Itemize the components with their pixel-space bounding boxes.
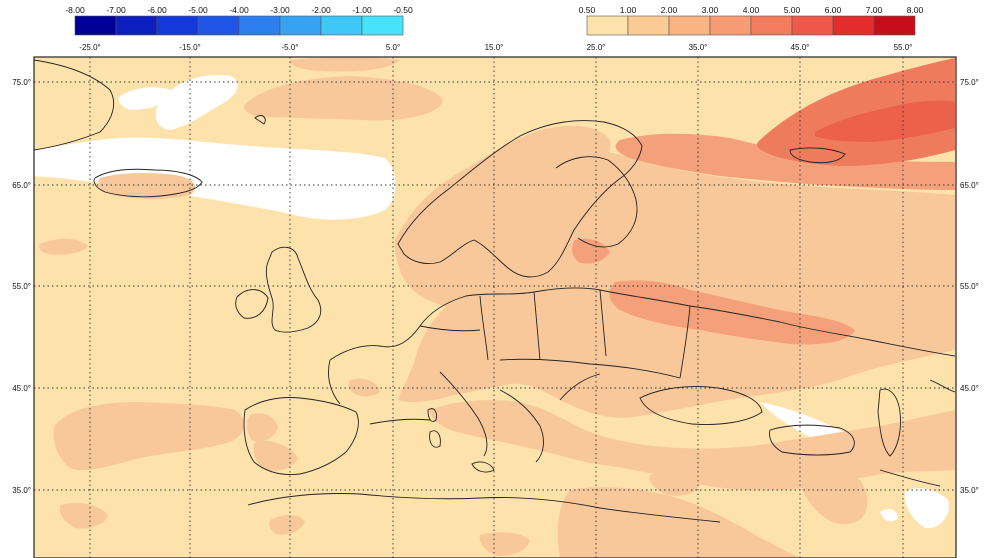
latitude-labels-right: 75.0° 65.0° 55.0° 45.0° 35.0°	[960, 78, 979, 495]
longitude-tick-label: 15.0°	[485, 43, 504, 52]
negative-legend-swatch	[74, 15, 117, 36]
positive-legend-label: 4.00	[743, 5, 760, 15]
map-area	[34, 57, 956, 558]
positive-legend-swatch	[791, 15, 834, 36]
longitude-tick-label: 45.0°	[791, 43, 810, 52]
latitude-tick-label: 35.0°	[960, 486, 979, 495]
negative-legend-swatch	[115, 15, 158, 36]
negative-legend-label: -3.00	[270, 5, 290, 15]
positive-legend-swatch	[668, 15, 711, 36]
latitude-tick-label: 65.0°	[12, 181, 31, 190]
positive-legend-label: 0.50	[579, 5, 596, 15]
negative-legend-swatch	[197, 15, 240, 36]
negative-legend-label: -1.00	[352, 5, 372, 15]
positive-legend-label: 7.00	[866, 5, 883, 15]
positive-legend-label: 3.00	[702, 5, 719, 15]
positive-legend-swatch	[873, 15, 916, 36]
coastlines-borders	[34, 59, 956, 523]
latitude-tick-label: 75.0°	[960, 78, 979, 87]
map-frame	[33, 56, 957, 558]
positive-legend-swatch	[750, 15, 793, 36]
longitude-labels: -25.0° -15.0° -5.0° 5.0° 15.0° 25.0° 35.0° 45.0…	[79, 43, 912, 52]
negative-legend-label: -2.00	[311, 5, 331, 15]
negative-legend-label: -4.00	[229, 5, 249, 15]
negative-legend-swatch	[361, 15, 404, 36]
positive-legend-swatch	[709, 15, 752, 36]
negative-color-legend: -8.00 -7.00 -6.00 -5.00 -4.00 -3.00 -2.00 -1.00…	[65, 5, 413, 36]
latitude-tick-label: 75.0°	[12, 78, 31, 87]
negative-legend-label: -6.00	[147, 5, 167, 15]
positive-legend-label: 2.00	[661, 5, 678, 15]
longitude-tick-label: 5.0°	[386, 43, 400, 52]
longitude-tick-label: 25.0°	[587, 43, 606, 52]
negative-legend-swatch	[238, 15, 281, 36]
graticule	[34, 57, 956, 558]
negative-legend-swatch	[320, 15, 363, 36]
negative-legend-label: -0.50	[393, 5, 413, 15]
latitude-tick-label: 45.0°	[12, 384, 31, 393]
latitude-tick-label: 55.0°	[12, 282, 31, 291]
negative-legend-swatch	[279, 15, 322, 36]
positive-color-legend: 0.50 1.00 2.00 3.00 4.00 5.00 6.00 7.00 8.00	[579, 5, 924, 36]
anomaly-plus-4	[815, 100, 955, 142]
negative-legend-swatch	[156, 15, 199, 36]
latitude-tick-label: 55.0°	[960, 282, 979, 291]
latitude-tick-label: 65.0°	[960, 181, 979, 190]
anomaly-plus-3	[757, 58, 955, 166]
longitude-tick-label: 55.0°	[894, 43, 913, 52]
positive-legend-label: 6.00	[825, 5, 842, 15]
negative-legend-label: -7.00	[106, 5, 126, 15]
latitude-tick-label: 45.0°	[960, 384, 979, 393]
longitude-tick-label: -25.0°	[79, 43, 100, 52]
positive-legend-label: 8.00	[907, 5, 924, 15]
longitude-tick-label: -5.0°	[282, 43, 299, 52]
positive-legend-label: 1.00	[620, 5, 637, 15]
longitude-tick-label: -15.0°	[179, 43, 200, 52]
positive-legend-label: 5.00	[784, 5, 801, 15]
negative-legend-label: -5.00	[188, 5, 208, 15]
positive-legend-swatch	[627, 15, 670, 36]
positive-legend-swatch	[832, 15, 875, 36]
positive-legend-swatch	[586, 15, 629, 36]
latitude-tick-label: 35.0°	[12, 486, 31, 495]
latitude-labels-left: 75.0° 65.0° 55.0° 45.0° 35.0°	[12, 78, 31, 495]
negative-legend-label: -8.00	[65, 5, 85, 15]
longitude-tick-label: 35.0°	[689, 43, 708, 52]
